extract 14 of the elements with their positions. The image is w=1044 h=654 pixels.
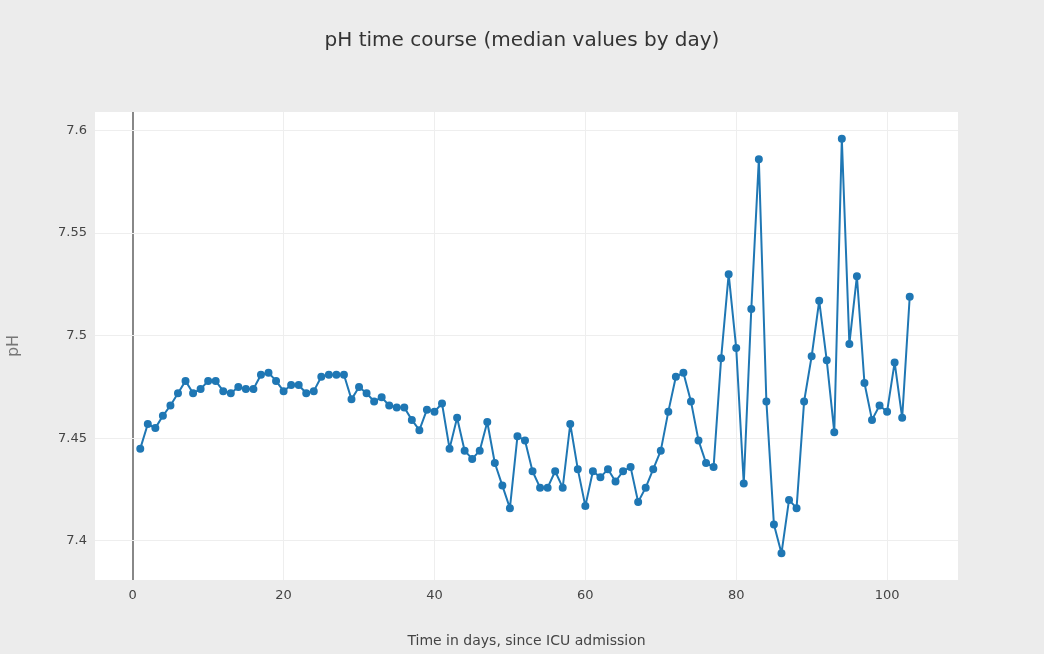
y-tick-label: 7.5 xyxy=(66,327,87,343)
x-tick-label: 80 xyxy=(727,587,745,603)
chart-title: pH time course (median values by day) xyxy=(324,27,720,52)
y-tick-label: 7.6 xyxy=(66,121,87,137)
y-tick-label: 7.45 xyxy=(58,429,87,445)
x-tick-label: 60 xyxy=(577,587,594,603)
x-tick-label: 20 xyxy=(275,587,292,603)
x-tick-label: 100 xyxy=(874,587,900,603)
y-axis-title: pH xyxy=(2,334,22,358)
x-axis-title: Time in days, since ICU admission xyxy=(406,632,646,649)
y-tick-label: 7.55 xyxy=(58,224,87,240)
x-tick-label: 0 xyxy=(128,587,137,603)
x-tick-label: 40 xyxy=(426,587,443,603)
y-tick-label: 7.4 xyxy=(66,532,87,548)
